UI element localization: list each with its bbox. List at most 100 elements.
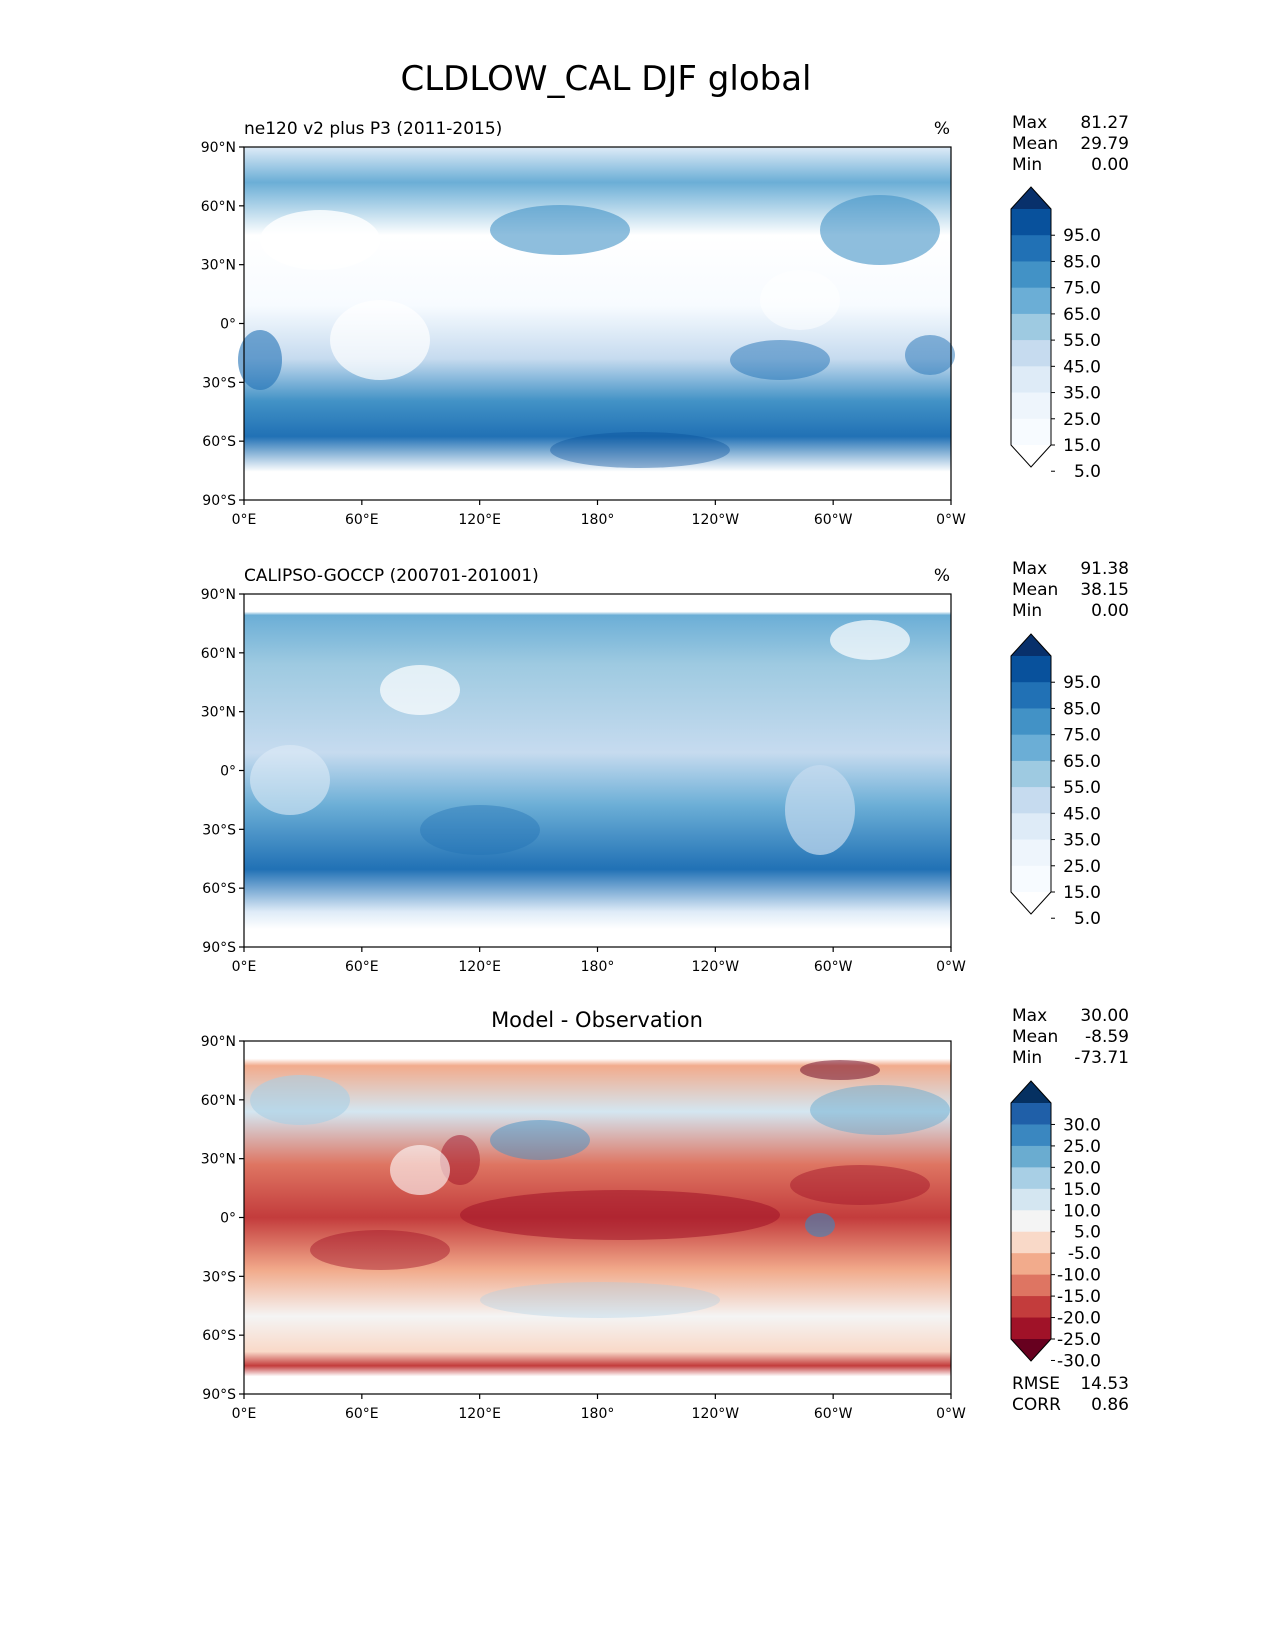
colorbar-tick-label: 35.0: [1063, 384, 1101, 404]
x-tick-label: 180°: [581, 959, 615, 975]
colorbar-tick-label: 95.0: [1063, 226, 1101, 246]
colorbar-bin: [1011, 392, 1051, 420]
panel-diff-title: Model - Observation: [491, 1008, 703, 1032]
colorbar-tick-label: 15.0: [1063, 436, 1101, 456]
colorbar-extend-bottom: [1011, 1339, 1051, 1361]
stat-label: Max: [1012, 1006, 1047, 1026]
colorbar-bin: [1011, 313, 1051, 341]
x-tick-label: 60°E: [345, 1406, 379, 1422]
colorbar-bin: [1011, 261, 1051, 289]
colorbar-tick-label: 35.0: [1063, 831, 1101, 851]
footer-stat-value: 14.53: [1080, 1374, 1129, 1394]
panel-model-units: %: [934, 119, 950, 139]
panel-obs-colorbar: 95.0 85.0 75.0 65.0 55.0 45.0 35.0 25.0 15.0 5.0: [1010, 633, 1101, 929]
colorbar-tick-label: -25.0: [1057, 1330, 1101, 1350]
y-tick-label: 0°: [220, 1211, 236, 1227]
x-tick-label: 0°W: [936, 959, 966, 975]
colorbar-tick-label: 85.0: [1063, 699, 1101, 719]
colorbar-bin: [1011, 209, 1051, 236]
colorbar-bin: [1011, 656, 1051, 683]
colorbar-tick-label: 55.0: [1063, 331, 1101, 351]
panel-model-stats: Max 81.27 Mean 29.79 Min 0.00: [1012, 113, 1129, 175]
x-tick-label: 120°W: [692, 1406, 740, 1422]
stat-value: -8.59: [1085, 1027, 1129, 1047]
y-tick-label: 0°: [220, 317, 236, 333]
stat-value: 30.00: [1080, 1006, 1129, 1026]
stat-label: Min: [1012, 601, 1042, 621]
y-tick-label: 60°S: [202, 881, 236, 897]
colorbar-bin: [1011, 682, 1051, 709]
x-tick-label: 60°W: [814, 959, 853, 975]
panel-obs-stats: Max 91.38 Mean 38.15 Min 0.00: [1012, 559, 1129, 621]
x-tick-label: 120°E: [458, 512, 501, 528]
panel-diff-stats: Max 30.00 Mean -8.59 Min -73.71: [1012, 1006, 1129, 1068]
stat-label: Min: [1012, 1048, 1042, 1068]
y-tick-label: 60°N: [201, 646, 236, 662]
colorbar-tick-label: 30.0: [1063, 1115, 1101, 1135]
stat-value: 29.79: [1080, 134, 1129, 154]
panel-obs-units: %: [934, 566, 950, 586]
panel-obs-yticks: 90°N 60°N 30°N 0° 30°S 60°S 90°S: [201, 587, 244, 956]
y-tick-label: 60°S: [202, 434, 236, 450]
colorbar-tick-label: 75.0: [1063, 726, 1101, 746]
colorbar-bin: [1011, 787, 1051, 814]
colorbar-tick-label: -20.0: [1057, 1309, 1101, 1329]
colorbar-bin: [1011, 1188, 1051, 1211]
colorbar-bin: [1011, 418, 1051, 446]
colorbar-tick-label: 45.0: [1063, 804, 1101, 824]
y-tick-label: 90°S: [202, 493, 236, 509]
colorbar-extend-top: [1011, 187, 1051, 209]
y-tick-label: 30°N: [201, 258, 236, 274]
figure-title: CLDLOW_CAL DJF global: [401, 59, 812, 99]
colorbar-tick-label: 45.0: [1063, 357, 1101, 377]
x-tick-label: 120°W: [692, 512, 740, 528]
stat-value: 91.38: [1080, 559, 1129, 579]
footer-stat-label: CORR: [1012, 1395, 1061, 1415]
stat-label: Mean: [1012, 134, 1058, 154]
colorbar-bin: [1011, 366, 1051, 394]
colorbar-tick-label: 5.0: [1074, 1223, 1101, 1243]
colorbar-tick-label: 5.0: [1074, 462, 1101, 482]
colorbar-bin: [1011, 1231, 1051, 1254]
y-tick-label: 60°N: [201, 1093, 236, 1109]
colorbar-bin: [1011, 340, 1051, 367]
colorbar-bin: [1011, 1274, 1051, 1297]
colorbar-tick-label: 75.0: [1063, 279, 1101, 299]
colorbar-tick-label: -15.0: [1057, 1287, 1101, 1307]
y-tick-label: 30°S: [202, 822, 236, 838]
panel-model-xticks: 0°E 60°E 120°E 180° 120°W 60°W 0°W: [232, 500, 966, 528]
x-tick-label: 0°W: [936, 1406, 966, 1422]
colorbar-tick-label: 5.0: [1074, 909, 1101, 929]
colorbar-tick-label: 55.0: [1063, 778, 1101, 798]
panel-diff-yticks: 90°N 60°N 30°N 0° 30°S 60°S 90°S: [201, 1034, 244, 1403]
stat-label: Mean: [1012, 580, 1058, 600]
y-tick-label: 60°N: [201, 199, 236, 215]
stat-label: Mean: [1012, 1027, 1058, 1047]
colorbar-bin: [1011, 1296, 1051, 1319]
x-tick-label: 0°E: [232, 959, 257, 975]
stat-value: 38.15: [1080, 580, 1129, 600]
colorbar-bin: [1011, 839, 1051, 867]
footer-stat-label: RMSE: [1012, 1374, 1060, 1394]
colorbar-tick-label: 20.0: [1063, 1158, 1101, 1178]
panel-model-colorbar: 95.0 85.0 75.0 65.0 55.0 45.0 35.0 25.0 15.0 5.0: [1010, 186, 1101, 482]
panel-obs-blobs: [250, 620, 910, 855]
y-tick-label: 30°S: [202, 375, 236, 391]
x-tick-label: 60°W: [814, 1406, 853, 1422]
stat-label: Min: [1012, 155, 1042, 175]
colorbar-bin: [1011, 865, 1051, 893]
panel-diff-colorbar: 30.025.020.015.010.05.0-5.0-10.0-15.0-20…: [1010, 1080, 1101, 1371]
y-tick-label: 90°N: [201, 587, 236, 603]
colorbar-tick-label: 95.0: [1063, 673, 1101, 693]
y-tick-label: 30°N: [201, 1152, 236, 1168]
colorbar-extend-bottom: [1011, 445, 1051, 467]
colorbar-bin: [1011, 1210, 1051, 1233]
x-tick-label: 180°: [581, 512, 615, 528]
panel-model-yticks: 90°N 60°N 30°N 0° 30°S 60°S 90°S: [201, 140, 244, 509]
colorbar-tick-label: 15.0: [1063, 1180, 1101, 1200]
colorbar-bin: [1011, 1103, 1051, 1125]
stat-value: -73.71: [1074, 1048, 1129, 1068]
x-tick-label: 60°E: [345, 959, 379, 975]
panel-diff: Model - Observation 90°N 60°N 30°N 0° 30°S 60…: [201, 1008, 966, 1422]
